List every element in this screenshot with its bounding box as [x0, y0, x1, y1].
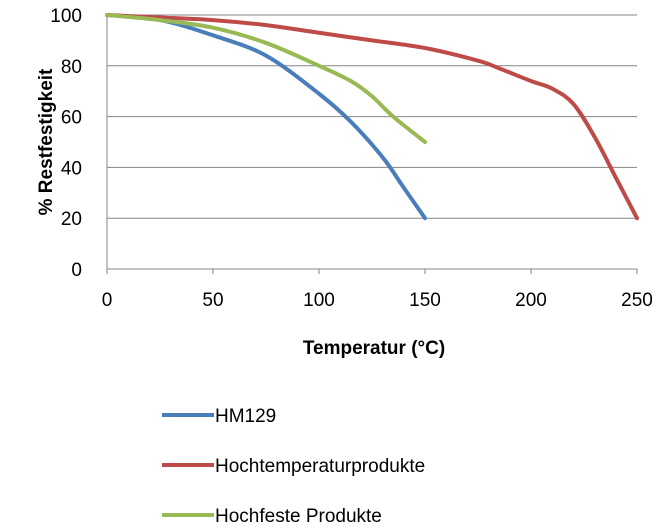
gridlines — [107, 14, 637, 219]
y-tick-label: 60 — [61, 108, 82, 129]
x-tick-label: 0 — [102, 290, 113, 311]
x-tick-label: 200 — [515, 290, 547, 311]
y-tick-label: 40 — [61, 158, 82, 179]
legend-label-hochfeste-produkte: Hochfeste Produkte — [215, 506, 382, 527]
legend-label-hochtemperaturprodukte: Hochtemperaturprodukte — [215, 456, 425, 477]
y-tick-label: 80 — [61, 57, 82, 78]
y-axis-title: % Restfestigkeit — [36, 68, 57, 215]
series-lines — [105, 13, 639, 221]
y-tick-label: 0 — [71, 260, 82, 281]
series-line-hochfeste-produkte — [105, 13, 427, 144]
legend-label-hm129: HM129 — [215, 406, 276, 427]
x-tick-label: 50 — [202, 290, 223, 311]
x-axis-title: Temperatur (°C) — [303, 338, 445, 359]
x-tick-label: 250 — [621, 290, 653, 311]
x-tick-label: 150 — [409, 290, 441, 311]
y-tick-label: 20 — [61, 209, 82, 230]
y-tick-label: 100 — [50, 6, 82, 27]
legend: HM129 Hochtemperaturprodukte Hochfeste Pro… — [162, 406, 425, 527]
tick-labels: 0 20 40 60 80 100 0 50 100 150 200 250 — [50, 6, 653, 311]
series-line-hochtemperaturprodukte — [105, 13, 639, 221]
axes — [106, 15, 638, 274]
x-tick-label: 100 — [303, 290, 335, 311]
